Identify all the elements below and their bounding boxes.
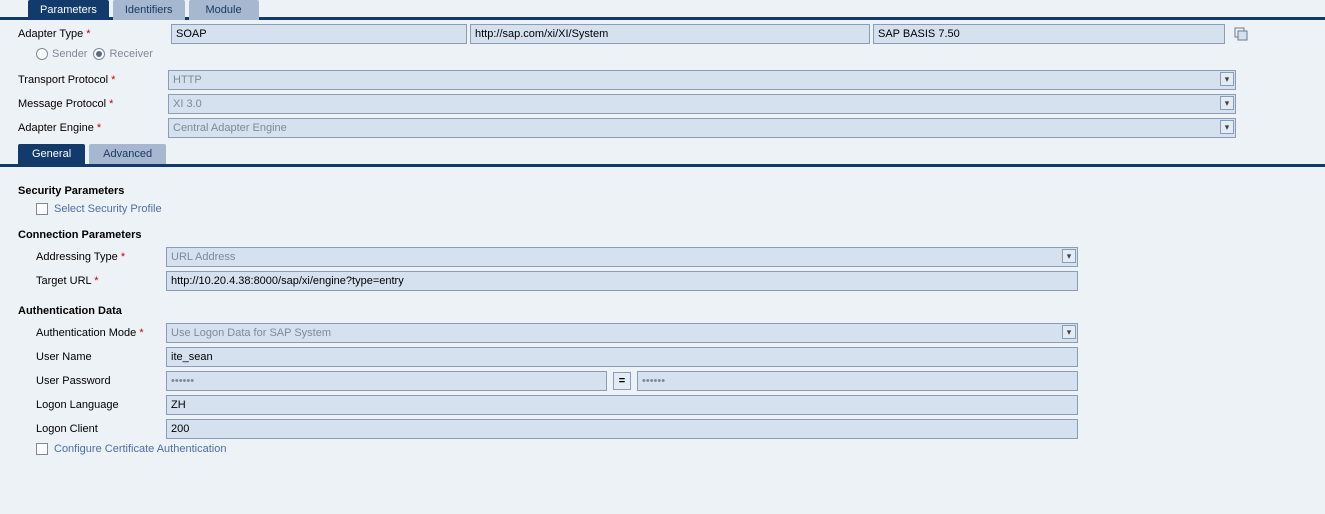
radio-sender[interactable]: Sender [36, 48, 87, 60]
authentication-mode-field[interactable]: Use Logon Data for SAP System [166, 323, 1078, 343]
adapter-type-soap[interactable]: SOAP [171, 24, 467, 44]
user-password-confirm-field[interactable]: •••••• [637, 371, 1078, 391]
dropdown-icon[interactable]: ▾ [1062, 325, 1076, 339]
connection-parameters-title: Connection Parameters [18, 229, 1307, 241]
target-url-label: Target URL * [36, 275, 166, 287]
top-tabs: Parameters Identifiers Module [0, 0, 1325, 20]
transport-protocol-field[interactable]: HTTP [168, 70, 1236, 90]
radio-receiver[interactable]: Receiver [93, 48, 152, 60]
tab-module[interactable]: Module [189, 0, 259, 20]
transport-protocol-label: Transport Protocol * [18, 74, 168, 86]
user-name-label: User Name [36, 351, 166, 363]
logon-client-field[interactable]: 200 [166, 419, 1078, 439]
dropdown-icon[interactable]: ▾ [1220, 96, 1234, 110]
addressing-type-field[interactable]: URL Address [166, 247, 1078, 267]
authentication-mode-label: Authentication Mode * [36, 327, 166, 339]
adapter-type-basis[interactable]: SAP BASIS 7.50 [873, 24, 1225, 44]
checkbox-select-security-profile[interactable] [36, 203, 48, 215]
dropdown-icon[interactable]: ▾ [1220, 120, 1234, 134]
dropdown-icon[interactable]: ▾ [1062, 249, 1076, 263]
logon-language-field[interactable]: ZH [166, 395, 1078, 415]
equals-icon: = [613, 372, 631, 390]
tab-advanced[interactable]: Advanced [89, 144, 166, 164]
tab-parameters[interactable]: Parameters [28, 0, 109, 20]
user-password-label: User Password [36, 375, 166, 387]
radio-receiver-label: Receiver [109, 48, 152, 60]
dropdown-icon[interactable]: ▾ [1220, 72, 1234, 86]
message-protocol-label: Message Protocol * [18, 98, 168, 110]
adapter-type-namespace[interactable]: http://sap.com/xi/XI/System [470, 24, 870, 44]
security-parameters-title: Security Parameters [18, 185, 1307, 197]
adapter-type-label: Adapter Type * [18, 28, 168, 40]
configure-certificate-auth-label: Configure Certificate Authentication [54, 443, 226, 455]
message-protocol-field[interactable]: XI 3.0 [168, 94, 1236, 114]
tab-identifiers[interactable]: Identifiers [113, 0, 185, 20]
logon-language-label: Logon Language [36, 399, 166, 411]
authentication-data-title: Authentication Data [18, 305, 1307, 317]
target-url-field[interactable]: http://10.20.4.38:8000/sap/xi/engine?typ… [166, 271, 1078, 291]
adapter-engine-label: Adapter Engine * [18, 122, 168, 134]
value-help-icon[interactable] [1232, 25, 1250, 43]
radio-sender-label: Sender [52, 48, 87, 60]
adapter-engine-field[interactable]: Central Adapter Engine [168, 118, 1236, 138]
tab-general[interactable]: General [18, 144, 85, 164]
logon-client-label: Logon Client [36, 423, 166, 435]
addressing-type-label: Addressing Type * [36, 251, 166, 263]
sub-tabs: General Advanced [0, 144, 1325, 167]
user-password-field[interactable]: •••••• [166, 371, 607, 391]
user-name-field[interactable]: ite_sean [166, 347, 1078, 367]
checkbox-configure-certificate-auth[interactable] [36, 443, 48, 455]
select-security-profile-label: Select Security Profile [54, 203, 162, 215]
